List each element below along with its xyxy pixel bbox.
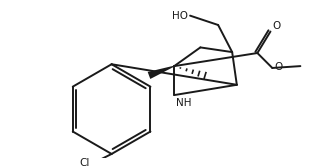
Text: O: O	[274, 62, 282, 72]
Text: NH: NH	[176, 98, 192, 108]
Polygon shape	[148, 66, 174, 79]
Text: O: O	[272, 21, 281, 31]
Text: Cl: Cl	[80, 158, 90, 168]
Text: HO: HO	[172, 11, 188, 21]
